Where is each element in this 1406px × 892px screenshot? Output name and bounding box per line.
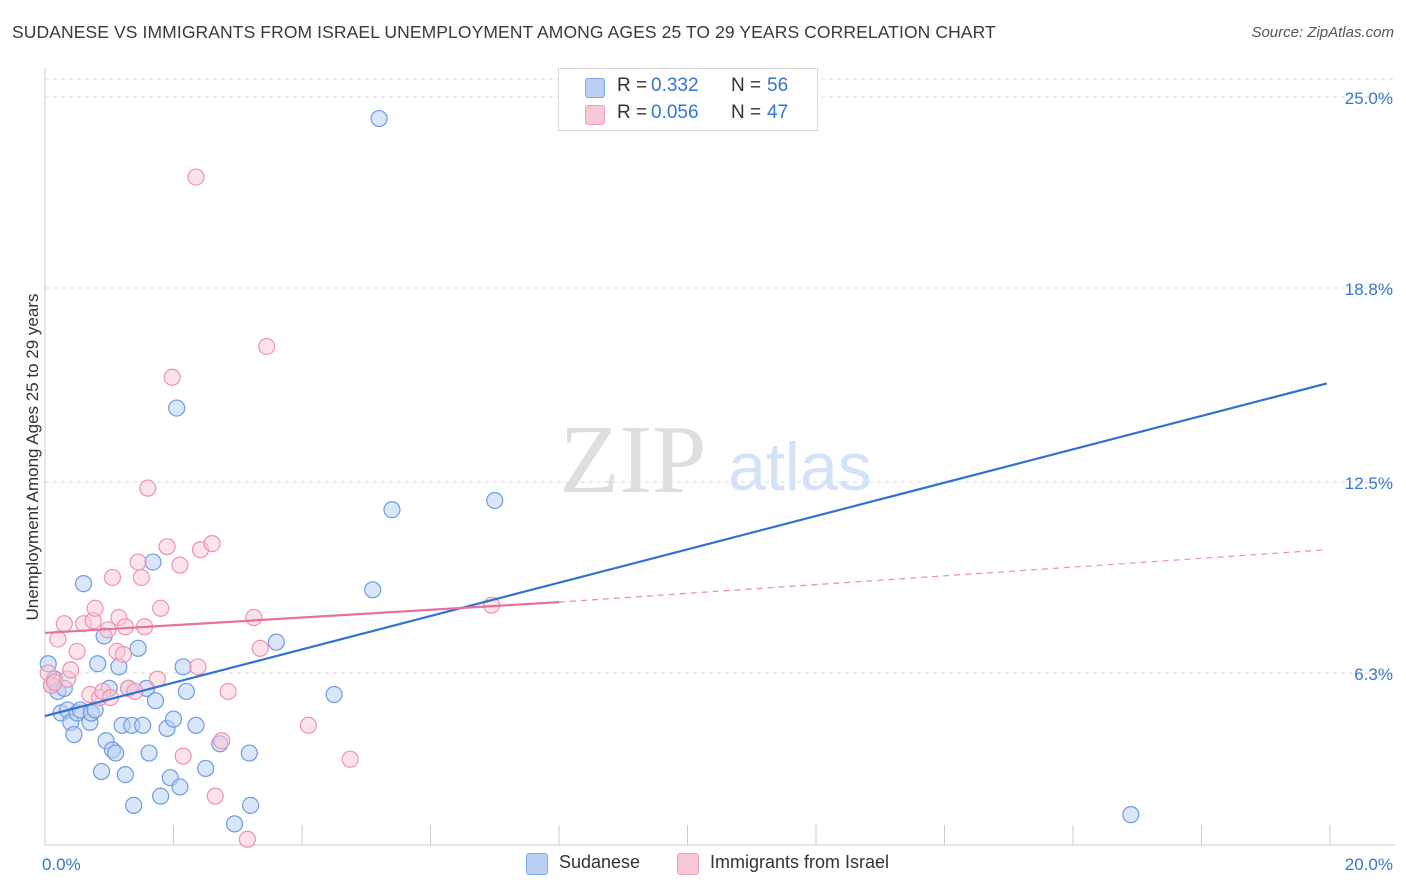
data-point-israel <box>171 556 189 574</box>
tick-labels: 6.3% 12.5% 18.8% 25.0% 0.0% 20.0% <box>42 89 1393 874</box>
data-point-israel <box>187 168 205 186</box>
trend-lines <box>44 382 1328 718</box>
data-point-sudanese <box>89 655 107 673</box>
data-point-israel <box>206 787 224 805</box>
legend-swatch-israel <box>585 105 605 125</box>
source-label: Source: ZipAtlas.com <box>1251 24 1394 41</box>
data-point-israel <box>189 658 207 676</box>
bottom-legend-swatch-israel <box>677 853 699 875</box>
legend-r-label: R = <box>617 102 648 123</box>
legend-n-value-sudanese: 56 <box>767 75 789 96</box>
data-point-sudanese <box>486 491 504 510</box>
data-point-israel <box>258 337 276 356</box>
data-point-israel <box>55 615 73 633</box>
x-tick-label-min: 0.0% <box>42 855 81 874</box>
y-tick-label: 6.3% <box>1354 665 1393 684</box>
data-point-sudanese <box>267 633 285 651</box>
israel-points <box>39 168 501 848</box>
bottom-legend-swatch-sudanese <box>526 853 548 875</box>
data-point-israel <box>152 599 170 617</box>
data-point-sudanese <box>146 692 165 710</box>
bottom-legend-label-israel: Immigrants from Israel <box>710 852 890 872</box>
data-point-sudanese <box>92 762 111 781</box>
legend-r-label: R = <box>617 75 648 96</box>
legend-swatch-sudanese <box>585 78 605 98</box>
data-point-israel <box>299 716 318 734</box>
watermark: ZIP atlas <box>560 406 872 514</box>
y-tick-label: 25.0% <box>1345 89 1393 108</box>
chart-title: SUDANESE VS IMMIGRANTS FROM ISRAEL UNEMP… <box>12 22 996 42</box>
data-point-sudanese <box>140 744 158 762</box>
data-point-israel <box>114 645 132 664</box>
data-point-israel <box>68 642 86 661</box>
data-point-israel <box>174 747 192 765</box>
y-tick-label: 18.8% <box>1345 280 1393 299</box>
data-point-sudanese <box>152 787 170 805</box>
data-point-israel <box>62 661 80 679</box>
data-point-sudanese <box>174 658 192 676</box>
data-point-israel <box>203 534 221 553</box>
watermark-atlas: atlas <box>728 429 872 505</box>
x-tick-label-max: 20.0% <box>1345 855 1393 874</box>
watermark-zip: ZIP <box>560 406 707 514</box>
legend: R = 0.332 N = 56 R = 0.056 N = 47 <box>558 68 818 131</box>
data-point-israel <box>238 830 256 848</box>
bottom-legend-label-sudanese: Sudanese <box>559 852 641 872</box>
data-point-sudanese <box>168 399 186 417</box>
data-point-israel <box>219 682 237 701</box>
data-point-israel <box>129 553 147 571</box>
data-point-israel <box>132 568 150 587</box>
y-tick-label: 12.5% <box>1345 474 1393 493</box>
data-point-sudanese <box>364 581 382 599</box>
data-point-sudanese <box>325 685 343 704</box>
gridlines <box>45 78 1395 674</box>
legend-r-value-sudanese: 0.332 <box>651 75 699 96</box>
data-point-israel <box>139 479 157 497</box>
data-point-israel <box>86 599 104 617</box>
data-point-sudanese <box>383 501 401 519</box>
data-point-sudanese <box>1122 806 1140 824</box>
data-point-sudanese <box>74 575 93 593</box>
data-point-sudanese <box>187 716 205 734</box>
data-point-sudanese <box>65 725 83 744</box>
data-point-sudanese <box>129 639 147 657</box>
data-point-sudanese <box>197 759 215 778</box>
data-point-israel <box>245 608 263 627</box>
data-point-sudanese <box>164 710 183 728</box>
data-point-sudanese <box>177 682 195 701</box>
data-point-sudanese <box>171 778 189 796</box>
data-point-israel <box>251 639 269 657</box>
legend-n-label: N = <box>731 102 762 123</box>
data-point-sudanese <box>240 744 258 762</box>
data-point-sudanese <box>134 716 152 734</box>
y-axis-label: Unemployment Among Ages 25 to 29 years <box>23 294 42 621</box>
axes <box>44 68 1395 846</box>
trend-line-sudanese <box>44 382 1328 718</box>
data-point-sudanese <box>107 744 125 762</box>
data-point-sudanese <box>116 765 134 784</box>
data-point-sudanese <box>225 815 244 833</box>
data-point-israel <box>341 750 359 768</box>
data-point-sudanese <box>125 796 143 815</box>
data-point-sudanese <box>144 553 162 571</box>
legend-n-value-israel: 47 <box>767 102 789 123</box>
trend-line-israel <box>44 601 560 635</box>
data-point-israel <box>213 732 231 750</box>
data-point-sudanese <box>370 109 388 128</box>
legend-n-label: N = <box>731 75 762 96</box>
trend-line-israel-extension <box>558 549 1327 603</box>
data-point-israel <box>103 568 122 587</box>
data-point-israel <box>163 368 181 386</box>
data-point-israel <box>158 538 176 556</box>
legend-r-value-israel: 0.056 <box>651 102 699 123</box>
data-point-sudanese <box>242 796 260 815</box>
